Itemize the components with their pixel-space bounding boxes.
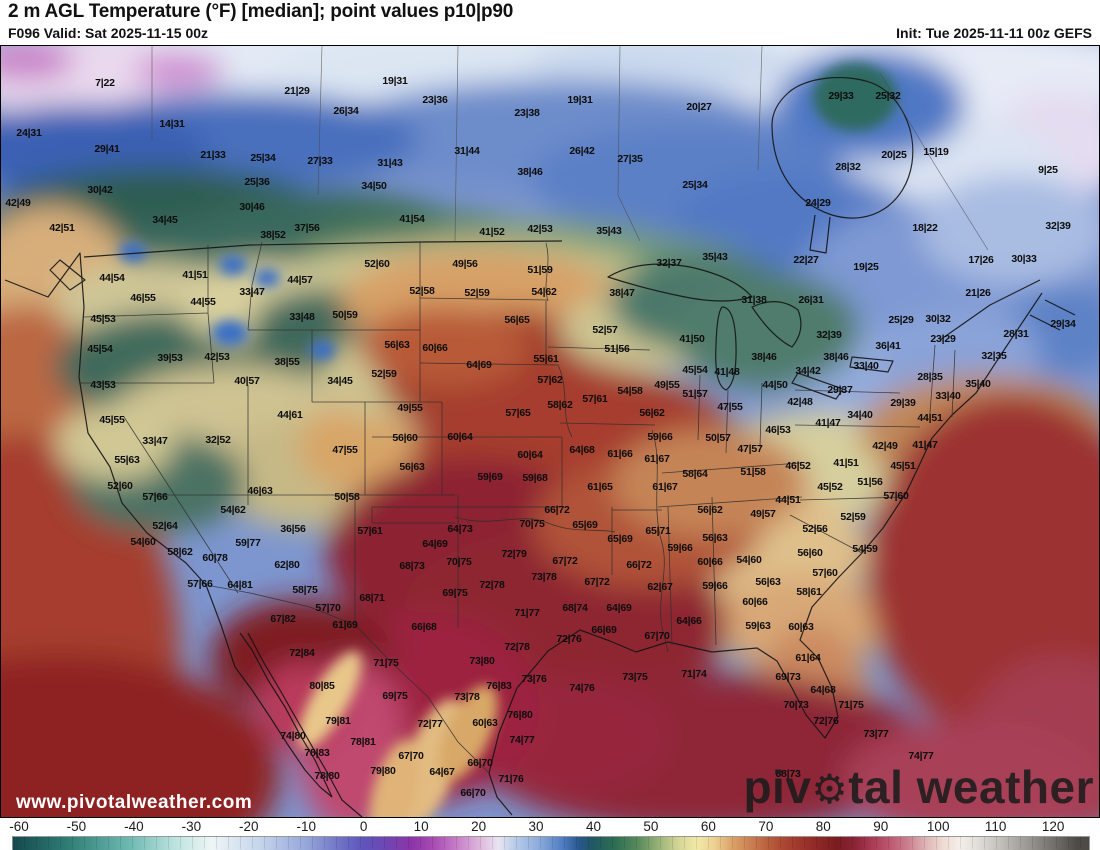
colorbar-tick: -60 xyxy=(9,819,29,834)
brand-text-post: tal weather xyxy=(848,761,1094,813)
province-borders xyxy=(151,45,989,251)
colorbar-segment-lines xyxy=(12,836,1088,849)
brand-watermark: piv⚙tal weather xyxy=(743,764,1094,810)
colorbar-tick: 40 xyxy=(585,819,602,834)
colorbar-tick-labels: -60 -50 -40 -30 -20 -10 0 10 20 30 40 50 60 70 80 90 100… xyxy=(0,818,1100,835)
colorbar-tick: 50 xyxy=(643,819,659,834)
colorbar-tick: -50 xyxy=(66,819,87,834)
gear-icon: ⚙ xyxy=(811,766,849,812)
site-url-watermark: www.pivotalweather.com xyxy=(16,792,253,813)
colorbar-tick: 30 xyxy=(528,819,544,834)
colorbar-tick: 100 xyxy=(926,819,950,834)
colorbar-tick: 110 xyxy=(984,819,1007,834)
temperature-field xyxy=(0,45,1100,818)
title-bar: 2 m AGL Temperature (°F) [median]; point… xyxy=(0,0,1100,45)
colorbar-tick: 10 xyxy=(413,819,429,834)
temperature-map[interactable] xyxy=(0,45,1100,818)
temperature-shading xyxy=(0,45,1100,818)
colorbar-gradient xyxy=(12,836,1090,850)
valid-time-label: F096 Valid: Sat 2025-11-15 00z xyxy=(8,25,209,41)
coastlines xyxy=(4,76,1076,818)
temperature-colorbar: -60 -50 -40 -30 -20 -10 0 10 20 30 40 50 60 70 80 90 100… xyxy=(0,818,1100,850)
colorbar-tick: 60 xyxy=(700,819,716,834)
page-title: 2 m AGL Temperature (°F) [median]; point… xyxy=(8,1,514,22)
colorbar-tick: 80 xyxy=(815,819,831,834)
colorbar-tick: 0 xyxy=(359,819,368,834)
colorbar-tick: 90 xyxy=(873,819,889,834)
colorbar-tick: 70 xyxy=(758,819,774,834)
colorbar-tick: -10 xyxy=(296,819,317,834)
colorbar-tick: -40 xyxy=(124,819,144,834)
init-time-label: Init: Tue 2025-11-11 00z GEFS xyxy=(896,25,1092,41)
local-temperature-pockets xyxy=(119,63,897,818)
colorbar-tick: -30 xyxy=(181,819,202,834)
colorbar-tick: 120 xyxy=(1041,819,1065,834)
brand-text-pre: piv xyxy=(743,761,812,813)
colorbar-tick: -20 xyxy=(239,819,259,834)
state-borders xyxy=(79,241,956,774)
colorbar-tick: 20 xyxy=(471,819,487,834)
